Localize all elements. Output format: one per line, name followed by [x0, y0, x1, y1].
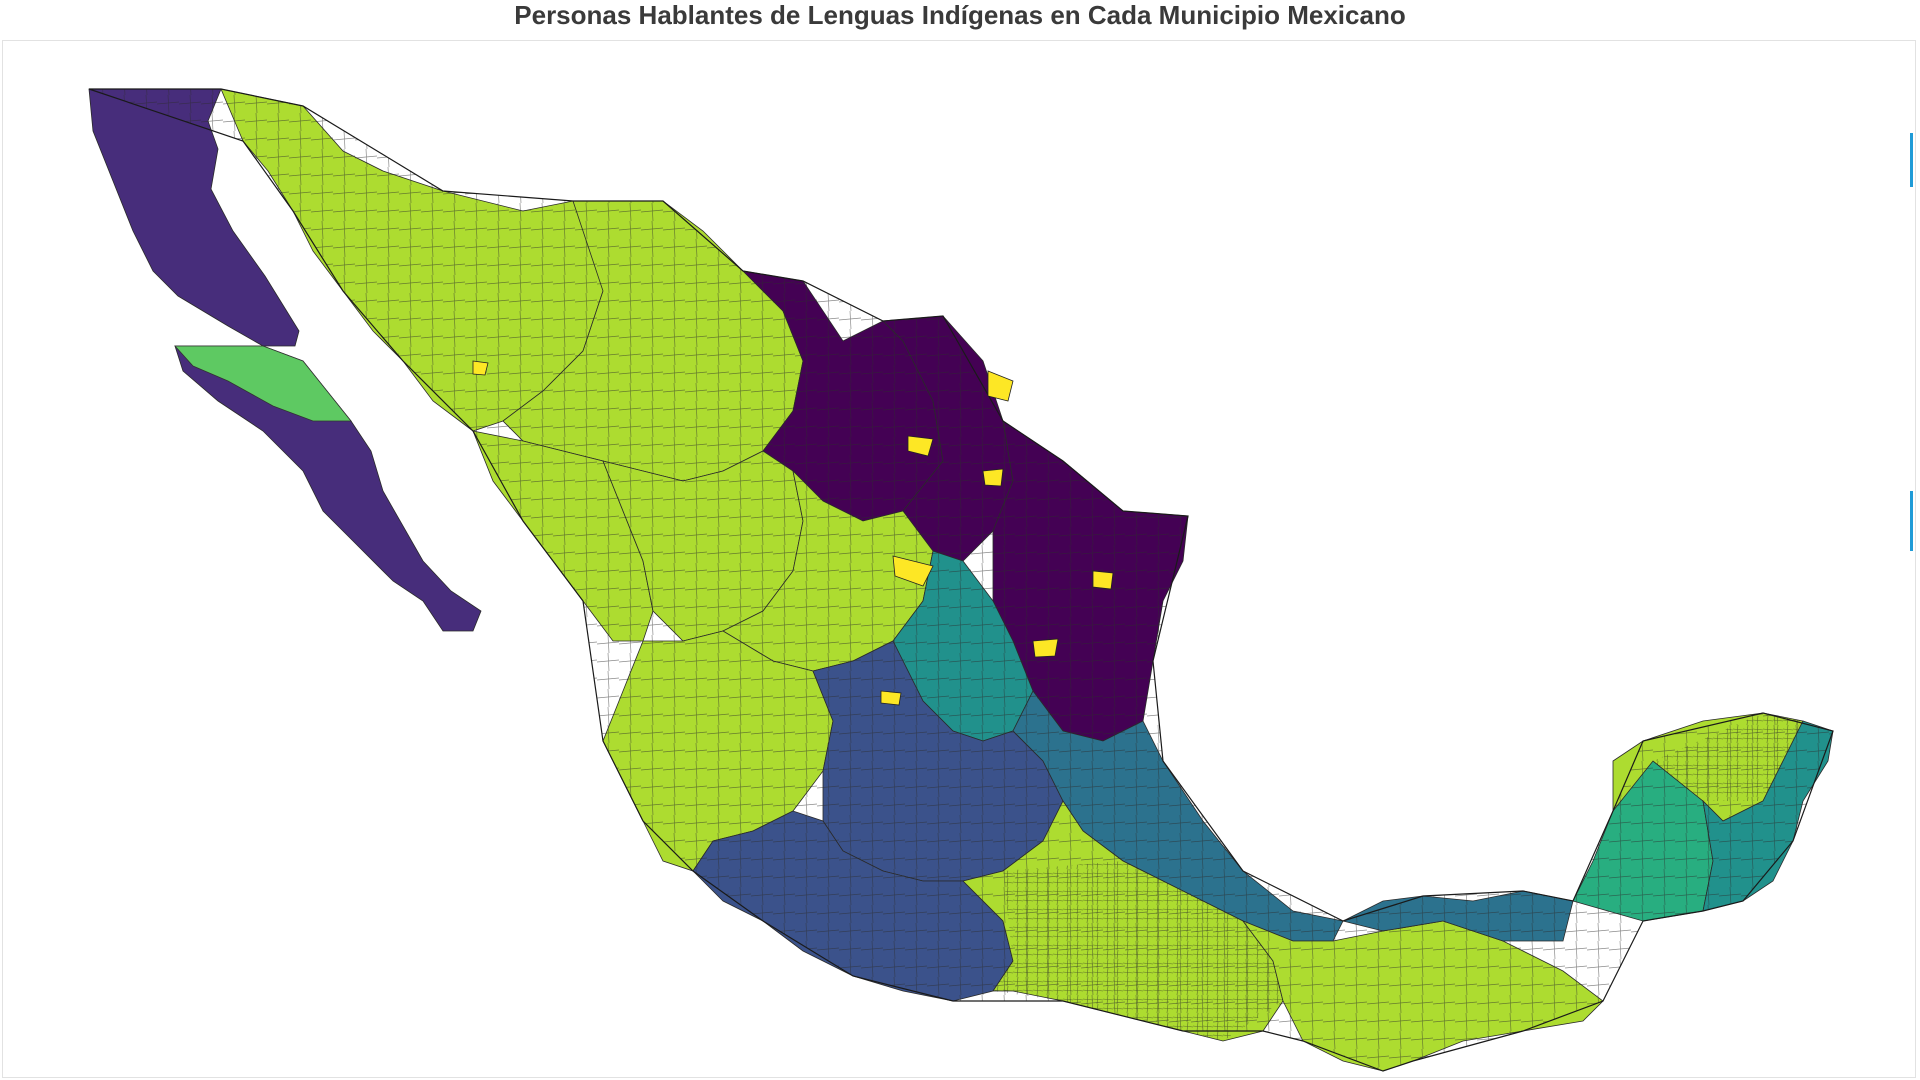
panel-edge-marker [1910, 491, 1913, 551]
region-baja-sur-green [174, 345, 352, 422]
region-baja-california-sur[interactable] [174, 345, 482, 632]
region-baja-california-norte[interactable] [88, 88, 300, 347]
panel-edge-marker [1910, 133, 1913, 187]
municipality-boundaries [88, 88, 1834, 1072]
highlight-municipalities [472, 360, 1114, 706]
mexico-choropleth-map[interactable] [3, 41, 1917, 1079]
map-title: Personas Hablantes de Lenguas Indígenas … [514, 0, 1406, 30]
map-panel[interactable] [2, 40, 1916, 1078]
